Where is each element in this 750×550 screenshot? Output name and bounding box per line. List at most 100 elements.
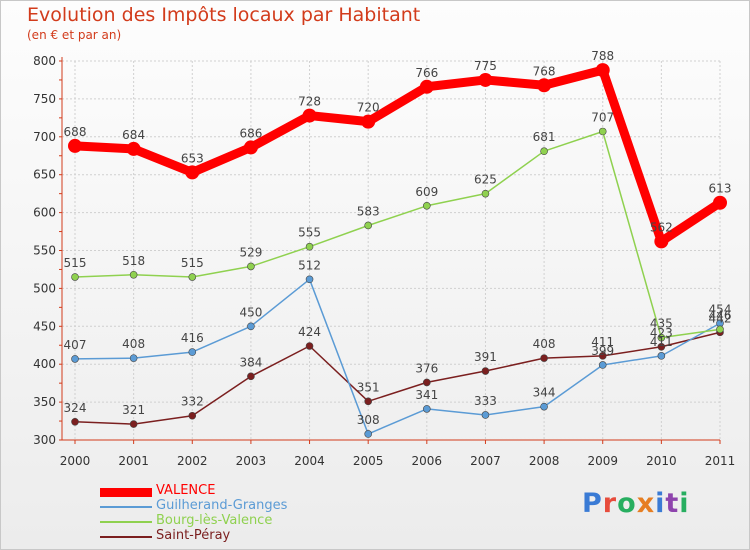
data-label: 407 <box>64 338 87 352</box>
data-point <box>540 147 548 156</box>
data-label: 728 <box>298 95 321 109</box>
data-label: 613 <box>709 182 732 196</box>
data-point <box>185 165 200 180</box>
data-label: 450 <box>239 305 262 319</box>
data-label: 399 <box>591 344 614 358</box>
data-point <box>423 201 431 210</box>
data-label: 684 <box>122 128 145 142</box>
legend-label: Saint-Péray <box>156 528 231 543</box>
data-point <box>540 354 548 362</box>
data-point <box>595 63 610 78</box>
x-tick-label: 2001 <box>118 454 149 468</box>
data-point <box>129 270 138 279</box>
data-label: 609 <box>415 185 438 199</box>
data-label: 788 <box>591 49 614 63</box>
data-label: 333 <box>474 394 497 408</box>
data-point <box>129 420 138 428</box>
data-point <box>423 405 431 413</box>
data-label: 435 <box>650 317 673 331</box>
data-label: 446 <box>709 308 732 322</box>
data-label: 332 <box>181 395 204 409</box>
data-point <box>364 397 372 406</box>
data-label: 391 <box>474 350 497 364</box>
data-label: 376 <box>415 361 438 375</box>
data-label: 688 <box>64 125 87 139</box>
data-label: 408 <box>533 337 556 351</box>
logo-letter: r <box>602 488 618 519</box>
x-tick-label: 2006 <box>412 454 443 468</box>
data-point <box>305 342 314 350</box>
legend-item: Saint-Péray <box>100 528 360 544</box>
data-label: 515 <box>64 256 87 270</box>
data-point <box>540 402 548 411</box>
data-point <box>361 114 376 129</box>
y-tick-label: 700 <box>33 130 56 144</box>
data-point <box>364 221 372 230</box>
series-lines <box>68 63 727 438</box>
series-line-0 <box>74 65 723 246</box>
data-point <box>247 322 255 331</box>
legend-label: VALENCE <box>156 483 216 498</box>
legend-swatch <box>100 521 152 523</box>
chart-title: Evolution des Impôts locaux par Habitant <box>27 4 421 26</box>
data-label: 423 <box>650 326 673 340</box>
data-label: 321 <box>122 403 145 417</box>
data-label: 720 <box>357 101 380 115</box>
data-label: 686 <box>239 126 262 140</box>
data-point <box>481 411 490 419</box>
data-label: 308 <box>357 413 380 427</box>
data-point <box>305 275 314 284</box>
legend-swatch <box>100 506 152 508</box>
data-point <box>302 108 317 123</box>
series-line-1 <box>74 278 721 435</box>
logo-letter: i <box>655 488 666 519</box>
x-tick-label: 2009 <box>587 454 618 468</box>
data-point <box>713 195 727 210</box>
data-label: 411 <box>591 335 614 349</box>
x-tick-label: 2003 <box>236 454 267 468</box>
data-label: 583 <box>357 204 380 218</box>
logo-letter: o <box>617 488 637 519</box>
series-line-2 <box>74 130 721 339</box>
x-tick-label: 2002 <box>177 454 208 468</box>
data-label: 775 <box>474 59 497 73</box>
data-labels: 688 684 653 686 728 720 766 775 768 788 562 613 407 4… <box>64 49 732 427</box>
y-tick-label: 800 <box>33 54 56 68</box>
y-tick-label: 350 <box>33 395 56 409</box>
logo-letter: i <box>679 488 690 519</box>
data-point <box>598 127 607 136</box>
x-tick-label: 2010 <box>646 454 677 468</box>
data-label: 344 <box>533 386 556 400</box>
data-label: 416 <box>181 331 204 345</box>
data-point <box>126 141 141 156</box>
data-point <box>657 352 666 360</box>
y-tick-label: 500 <box>33 281 56 295</box>
data-point <box>423 378 431 387</box>
data-label: 653 <box>181 151 204 165</box>
y-tick-label: 750 <box>33 92 56 106</box>
data-point <box>598 361 607 369</box>
x-tick-label: 2008 <box>529 454 560 468</box>
legend-item: VALENCE <box>100 483 360 499</box>
data-point <box>657 342 666 351</box>
data-label: 555 <box>298 226 321 240</box>
x-tick-label: 2004 <box>294 454 325 468</box>
data-point <box>716 325 724 334</box>
data-label: 411 <box>650 335 673 349</box>
logo-letter: t <box>665 488 680 519</box>
data-point <box>305 242 314 251</box>
data-label: 408 <box>122 337 145 351</box>
x-tick-label: 2011 <box>705 454 736 468</box>
y-tick-label: 450 <box>33 319 56 333</box>
data-point <box>478 72 493 87</box>
chart-subtitle: (en € et par an) <box>27 28 122 42</box>
data-point <box>247 262 255 271</box>
y-tick-label: 300 <box>33 433 56 447</box>
data-point <box>598 352 607 360</box>
data-point <box>537 78 552 93</box>
logo-letter: x <box>636 488 656 519</box>
y-tick-label: 600 <box>33 206 56 220</box>
data-label: 529 <box>239 245 262 259</box>
data-point <box>481 367 490 375</box>
